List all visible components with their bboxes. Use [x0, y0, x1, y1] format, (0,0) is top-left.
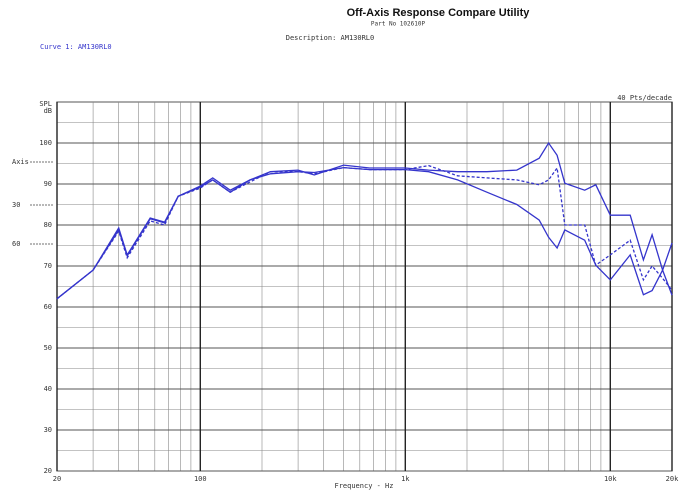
y-tick-label: 40	[44, 385, 52, 393]
x-tick-label: 100	[194, 475, 207, 483]
x-tick-label: 20	[53, 475, 61, 483]
y-tick-label: 100	[39, 139, 52, 147]
x-tick-label: 20k	[666, 475, 679, 483]
y-tick-label: 70	[44, 262, 52, 270]
y-tick-label: 20	[44, 467, 52, 475]
y-tick-label: 90	[44, 180, 52, 188]
x-tick-label: 10k	[604, 475, 617, 483]
x-tick-label: 1k	[401, 475, 410, 483]
y-axis-label: SPL	[39, 100, 52, 108]
y-tick-label: 50	[44, 344, 52, 352]
y-tick-label: 80	[44, 221, 52, 229]
legend-label: Axis	[12, 158, 29, 166]
y-axis-label: dB	[44, 107, 52, 115]
legend-label: 60	[12, 240, 20, 248]
y-tick-label: 60	[44, 303, 52, 311]
x-axis-label: Frequency - Hz	[334, 482, 393, 490]
y-tick-label: 30	[44, 426, 52, 434]
chart-title: Off-Axis Response Compare Utility	[347, 7, 531, 19]
curve-label: Curve 1: AM130RL0	[40, 43, 112, 51]
legend-label: 30	[12, 201, 20, 209]
series-line	[56, 164, 673, 300]
resolution: 40 Pts/decade	[617, 94, 672, 102]
part-number: Part No 102610P	[371, 21, 426, 28]
series-line	[56, 166, 673, 300]
description: Description: AM130RL0	[286, 34, 375, 42]
